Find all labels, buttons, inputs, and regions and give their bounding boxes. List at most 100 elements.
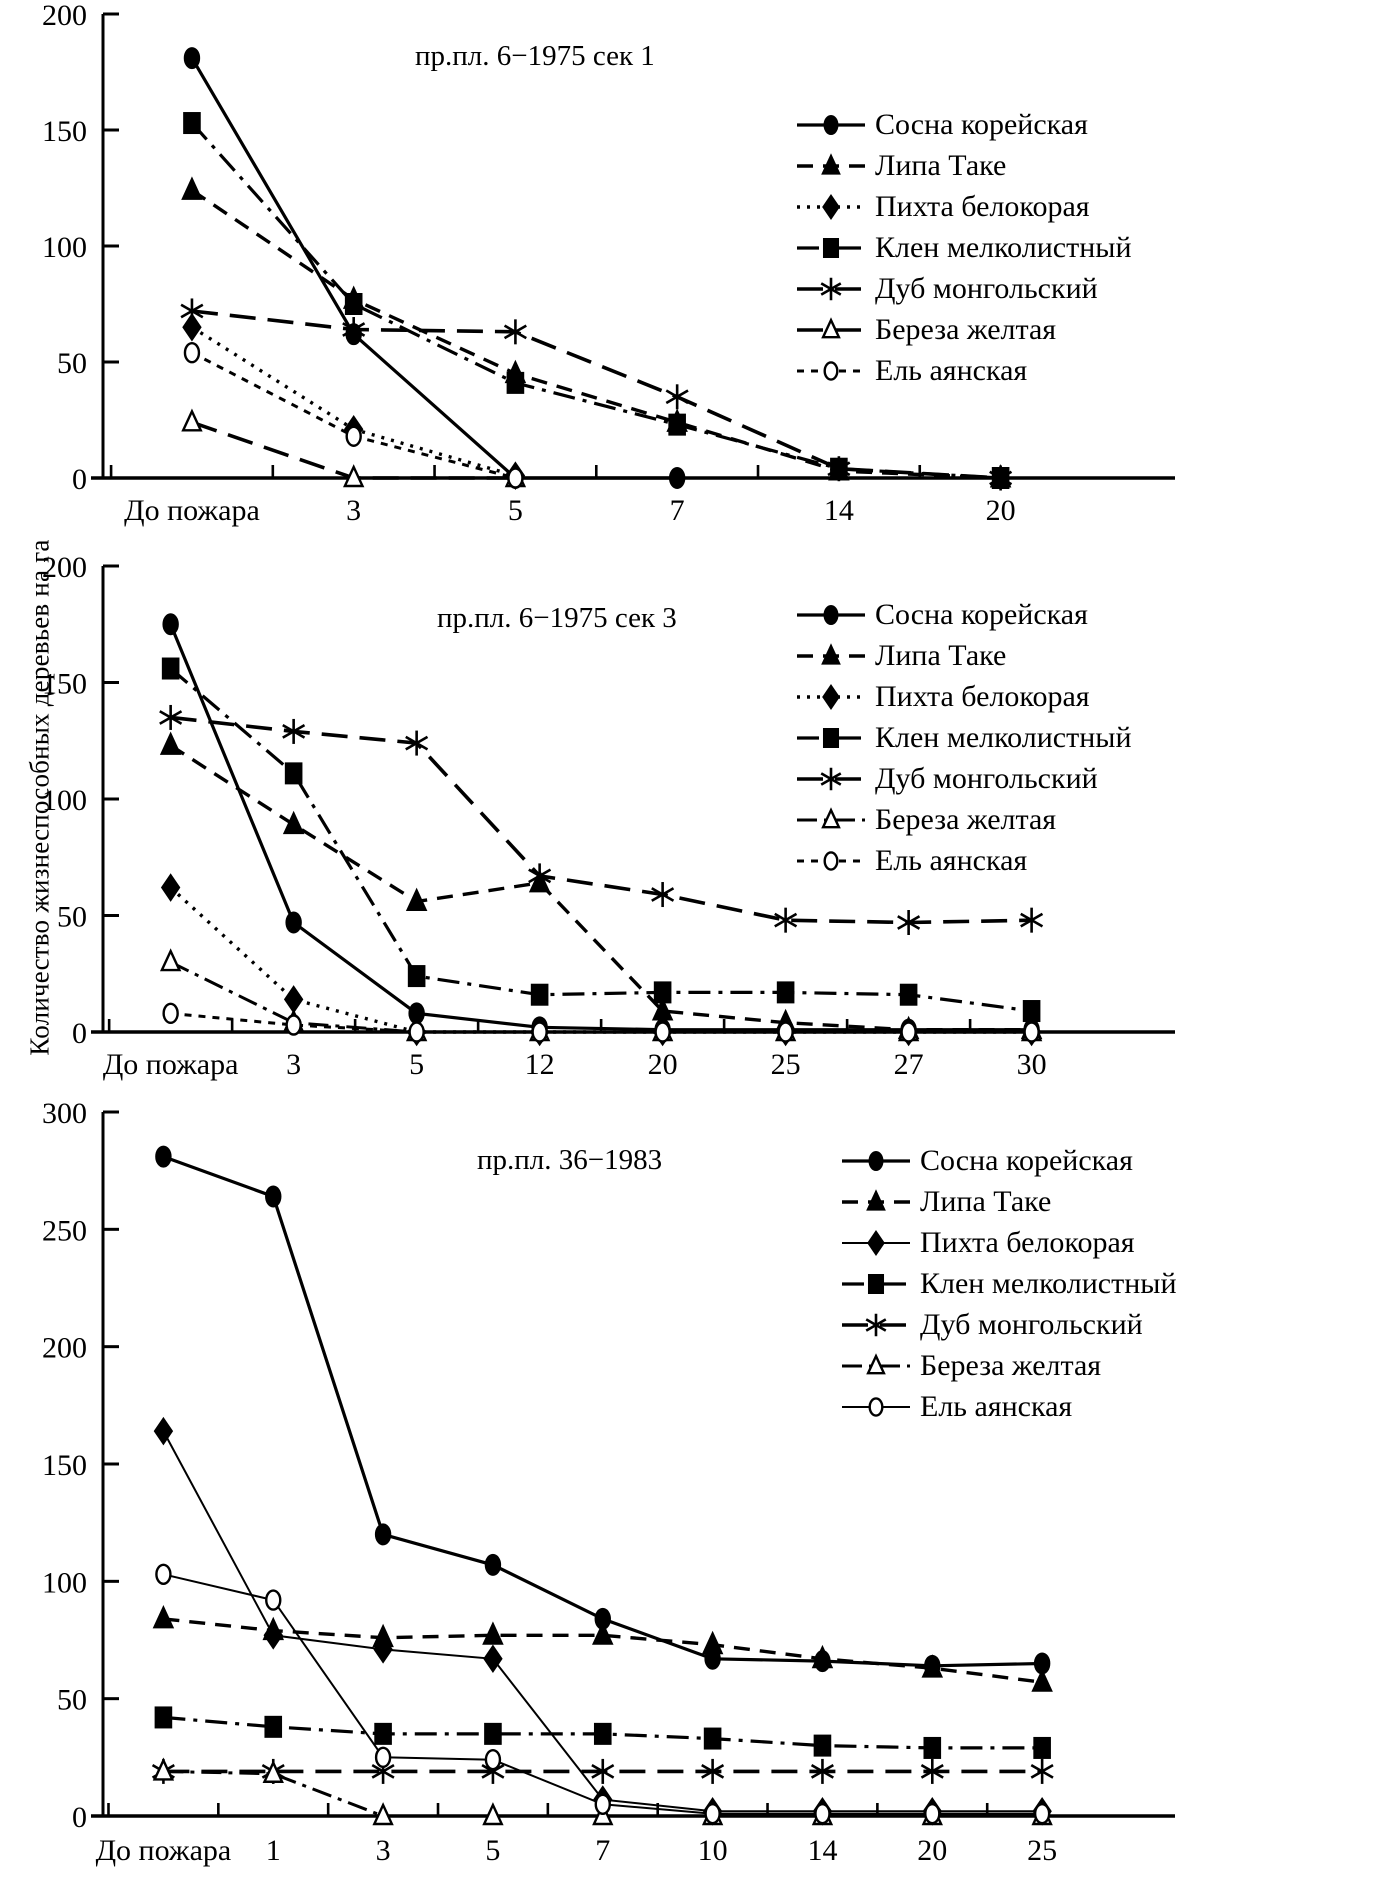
series-markers-oak — [180, 298, 1013, 491]
legend-item-linden[interactable]: Липа Таке — [840, 1181, 1177, 1222]
y-tick-label: 150 — [42, 1449, 87, 1482]
legend-item-maple[interactable]: Клен мелколистный — [795, 717, 1132, 758]
x-axis-category-label: 30 — [1017, 1048, 1047, 1081]
legend-item-linden[interactable]: Липа Таке — [795, 145, 1132, 186]
chart-3-legend: Сосна корейская Липа Таке Пихта белокорая К… — [840, 1140, 1177, 1427]
legend-item-fir[interactable]: Пихта белокорая — [795, 676, 1132, 717]
x-axis-category-label: 3 — [376, 1834, 391, 1867]
legend-key-diamond-icon — [795, 682, 867, 712]
legend-key-triangle-icon — [840, 1187, 912, 1217]
series-line-fir — [169, 886, 1032, 1034]
chart-panel-2: 0 50 100 150 200 До пожара 3 5 12 20 25 27 30 пр.пл.… — [0, 552, 1392, 1097]
y-tick-label: 250 — [42, 1214, 87, 1247]
legend-key-asterisk-icon — [795, 274, 867, 304]
y-tick-label: 300 — [42, 1098, 87, 1130]
legend-label: Пихта белокорая — [875, 189, 1090, 223]
legend-key-square-icon — [795, 723, 867, 753]
x-axis-category-label: 3 — [346, 494, 361, 527]
y-tick-label: 100 — [42, 231, 87, 264]
y-tick-label: 200 — [42, 1332, 87, 1365]
series-line-pine — [190, 57, 678, 480]
legend-label: Береза желтая — [875, 312, 1057, 346]
y-tick-label: 150 — [42, 115, 87, 148]
legend-key-circle-icon — [795, 110, 867, 140]
legend-item-fir[interactable]: Пихта белокорая — [840, 1222, 1177, 1263]
legend-label: Береза желтая — [875, 802, 1057, 836]
legend-label: Липа Таке — [875, 638, 1007, 672]
legend-item-pine[interactable]: Сосна корейская — [795, 104, 1132, 145]
legend-item-birch[interactable]: Береза желтая — [795, 799, 1132, 840]
legend-key-circ-open-icon — [795, 846, 867, 876]
series-markers-spruce — [183, 342, 524, 489]
y-tick-label: 200 — [42, 552, 87, 584]
legend-label: Ель аянская — [875, 353, 1028, 387]
legend-label: Пихта белокорая — [920, 1225, 1135, 1259]
legend-item-maple[interactable]: Клен мелколистный — [795, 227, 1132, 268]
x-axis-category-label: 20 — [917, 1834, 947, 1867]
legend-item-linden[interactable]: Липа Таке — [795, 635, 1132, 676]
legend-key-circ-open-icon — [795, 356, 867, 386]
legend-item-oak[interactable]: Дуб монгольский — [840, 1304, 1177, 1345]
x-axis-category-label: 14 — [824, 494, 854, 527]
y-tick-label: 50 — [57, 347, 87, 380]
x-axis-category-label: 12 — [525, 1048, 555, 1081]
series-line-maple — [190, 121, 1001, 480]
legend-key-asterisk-icon — [840, 1310, 912, 1340]
legend-label: Береза желтая — [920, 1348, 1102, 1382]
y-tick-label: 150 — [42, 668, 87, 701]
chart-1-plot: 0 50 100 150 200 До пожара 3 5 7 14 20 — [42, 0, 1175, 527]
series-markers-pine — [183, 47, 686, 489]
y-tick-label: 100 — [42, 784, 87, 817]
chart-panel-1: 0 50 100 150 200 До пожара 3 5 7 14 20 пр.пл. 6−19… — [0, 0, 1392, 545]
legend-item-maple[interactable]: Клен мелколистный — [840, 1263, 1177, 1304]
chart-1-title: пр.пл. 6−1975 сек 1 — [415, 40, 655, 72]
legend-label: Клен мелколистный — [875, 720, 1132, 754]
legend-key-circle-icon — [840, 1146, 912, 1176]
x-axis-category-label: 20 — [648, 1048, 678, 1081]
legend-item-birch[interactable]: Береза желтая — [795, 309, 1132, 350]
legend-item-spruce[interactable]: Ель аянская — [840, 1386, 1177, 1427]
legend-label: Пихта белокорая — [875, 679, 1090, 713]
chart-2-legend: Сосна корейская Липа Таке Пихта белокорая К… — [795, 594, 1132, 881]
legend-item-pine[interactable]: Сосна корейская — [840, 1140, 1177, 1181]
x-axis-category-label: 27 — [894, 1048, 924, 1081]
legend-item-spruce[interactable]: Ель аянская — [795, 840, 1132, 881]
legend-item-oak[interactable]: Дуб монгольский — [795, 758, 1132, 799]
x-axis-category-label: 5 — [485, 1834, 500, 1867]
legend-label: Липа Таке — [875, 148, 1007, 182]
y-tick-label: 0 — [72, 463, 87, 496]
legend-label: Клен мелколистный — [875, 230, 1132, 264]
legend-key-tri-open-icon — [840, 1351, 912, 1381]
y-tick-label: 0 — [72, 1017, 87, 1050]
series-markers-maple — [154, 1706, 1051, 1759]
legend-label: Дуб монгольский — [875, 761, 1098, 795]
legend-key-tri-open-icon — [795, 805, 867, 835]
chart-3-title: пр.пл. 36−1983 — [477, 1144, 663, 1176]
series-markers-spruce — [162, 1002, 1040, 1043]
series-line-oak — [191, 309, 1001, 480]
chart-2-title: пр.пл. 6−1975 сек 3 — [437, 602, 677, 634]
legend-item-spruce[interactable]: Ель аянская — [795, 350, 1132, 391]
x-axis-category-label: 25 — [771, 1048, 801, 1081]
chart-panel-3: 0 50 100 150 200 250 300 До пожара 1 3 5 7 10 14 20 25 … — [0, 1098, 1392, 1883]
x-axis-category-label: 25 — [1027, 1834, 1057, 1867]
legend-key-triangle-icon — [795, 151, 867, 181]
legend-key-square-icon — [840, 1269, 912, 1299]
series-line-spruce — [170, 1011, 1032, 1034]
legend-item-fir[interactable]: Пихта белокорая — [795, 186, 1132, 227]
legend-key-circ-open-icon — [840, 1392, 912, 1422]
series-line-linden — [163, 1617, 1043, 1684]
x-axis-category-label: 7 — [595, 1834, 610, 1867]
chart-3-plot: 0 50 100 150 200 250 300 До пожара 1 3 5 7 10 14 20 25 — [42, 1098, 1175, 1867]
x-axis-category-label: 3 — [286, 1048, 301, 1081]
legend-key-asterisk-icon — [795, 764, 867, 794]
x-axis-category-label: 5 — [508, 494, 523, 527]
legend-item-oak[interactable]: Дуб монгольский — [795, 268, 1132, 309]
legend-item-pine[interactable]: Сосна корейская — [795, 594, 1132, 635]
y-tick-label: 50 — [57, 901, 87, 934]
legend-item-birch[interactable]: Береза желтая — [840, 1345, 1177, 1386]
x-axis-category-label: 20 — [986, 494, 1016, 527]
series-line-linden — [191, 188, 1001, 480]
legend-label: Липа Таке — [920, 1184, 1052, 1218]
